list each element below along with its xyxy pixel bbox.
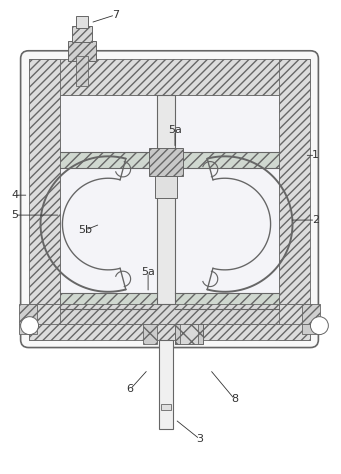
Bar <box>143 324 157 344</box>
Text: 5a: 5a <box>168 126 182 136</box>
Bar <box>69 41 96 61</box>
Bar <box>29 304 310 339</box>
Text: 4: 4 <box>11 190 18 200</box>
Text: 8: 8 <box>231 394 238 404</box>
Bar <box>60 304 279 324</box>
Circle shape <box>20 317 39 335</box>
Text: 3: 3 <box>196 434 203 444</box>
Bar <box>175 324 203 344</box>
Bar <box>302 304 321 324</box>
Bar <box>19 304 36 324</box>
Text: 7: 7 <box>112 10 119 20</box>
Bar <box>157 95 175 304</box>
Bar <box>76 56 88 86</box>
Bar <box>279 59 310 339</box>
Text: 1: 1 <box>312 150 319 160</box>
Text: 5: 5 <box>11 210 18 220</box>
Bar <box>29 59 310 95</box>
Bar <box>72 26 92 42</box>
Text: 2: 2 <box>312 215 319 225</box>
Bar <box>302 324 321 334</box>
Bar <box>19 324 36 334</box>
Text: 5a: 5a <box>141 267 155 277</box>
Bar <box>159 339 173 429</box>
Text: 6: 6 <box>127 384 134 394</box>
Bar <box>60 293 279 309</box>
Text: 5b: 5b <box>78 225 92 235</box>
FancyBboxPatch shape <box>20 51 318 347</box>
Bar <box>149 148 183 176</box>
Bar <box>60 95 279 304</box>
Bar <box>175 324 203 344</box>
Bar <box>155 176 177 198</box>
Bar <box>76 16 88 28</box>
Bar <box>29 304 310 324</box>
Bar <box>161 404 171 410</box>
Bar <box>60 152 279 168</box>
Bar <box>29 59 60 339</box>
Circle shape <box>310 317 328 335</box>
Bar <box>180 324 198 344</box>
